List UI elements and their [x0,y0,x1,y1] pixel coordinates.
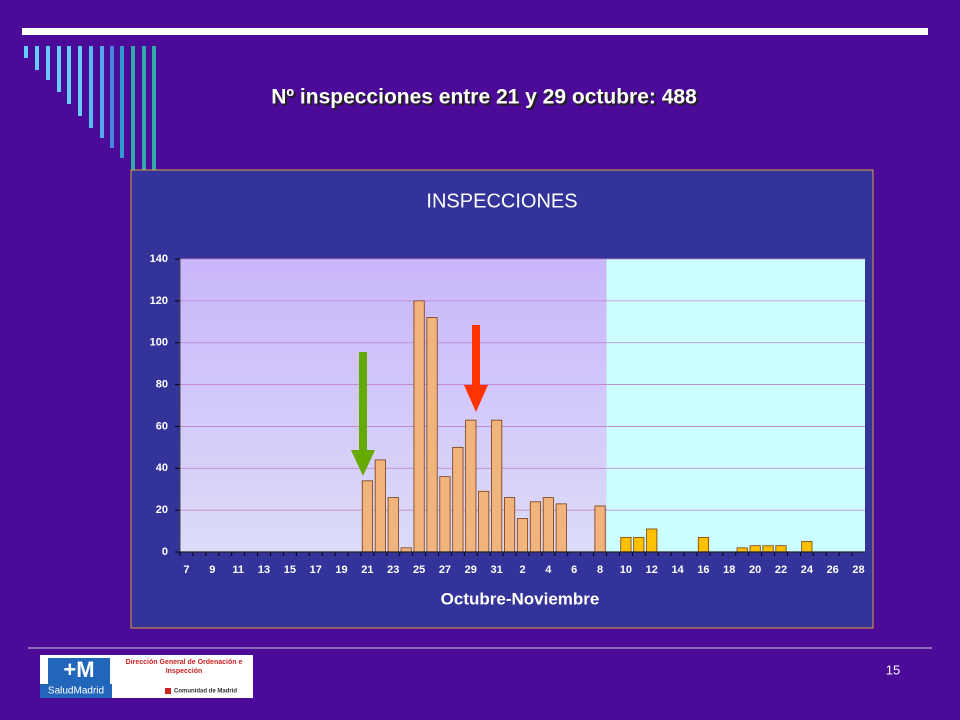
bar [633,536,645,553]
logo-brand: SaludMadrid [48,686,104,697]
bar [504,497,516,553]
x-tick-label: 20 [749,564,761,576]
bar [426,317,438,553]
y-tick-label: 20 [156,504,168,516]
bar [594,505,606,553]
x-tick-label: 26 [827,564,839,576]
x-axis-label: Octubre-Noviembre [441,589,600,608]
x-tick-label: 27 [439,564,451,576]
bar [736,547,748,553]
title-shadow: Nº inspecciones entre 21 y 29 octubre: 4… [273,88,699,111]
y-tick-label: 80 [156,378,168,390]
bar [529,501,541,553]
x-tick-label: 31 [491,564,503,576]
y-tick-label: 60 [156,420,168,432]
bar [400,547,412,553]
x-tick-label: 4 [545,564,552,576]
page-number: 15 [886,662,900,677]
bar [542,497,554,553]
arrows [351,325,488,476]
y-tick-label: 120 [150,295,168,307]
x-tick-label: 23 [387,564,399,576]
x-tick-label: 18 [723,564,735,576]
bar [361,480,373,553]
bar [413,300,425,553]
plot-background-right [606,259,865,552]
y-tick-label: 100 [150,337,168,349]
bar [452,446,464,553]
x-tick-label: 14 [671,564,684,576]
chart-title: INSPECCIONES [426,190,577,212]
x-tick-label: 25 [413,564,425,576]
bar [439,476,451,553]
x-tick-label: 11 [232,564,244,576]
bar [697,536,710,553]
bar [491,419,503,553]
bar [555,503,567,553]
logo-department: Dirección General de Ordenación e Inspec… [125,659,243,675]
x-tick-label: 22 [775,564,787,576]
x-tick-label: 28 [852,564,864,576]
logo: +M SaludMadrid Dirección General de Orde… [40,655,253,698]
bar [516,518,529,553]
bar [801,541,813,553]
x-tick-label: 15 [284,564,296,576]
bar [646,528,658,553]
x-tick-label: 24 [801,564,814,576]
bar [620,536,632,553]
y-tick-label: 140 [150,253,168,265]
bar [749,545,761,553]
x-tick-label: 7 [183,564,189,576]
x-tick-label: 12 [646,564,658,576]
bar [762,545,774,553]
plot: 0 20 40 60 80 100 120 140 7 9 11 13 15 17 19 21 23 25 27 29… [150,253,865,576]
x-tick-label: 8 [597,564,603,576]
x-tick-label: 19 [335,564,347,576]
bar [478,490,490,553]
x-tick-label: 29 [465,564,477,576]
x-tick-label: 9 [209,564,215,576]
x-tick-label: 13 [258,564,270,576]
decor-stripes [24,46,156,170]
x-tick-label: 16 [697,564,709,576]
bar [387,497,399,553]
x-tick-label: 21 [361,564,373,576]
y-tick-label: 40 [156,462,168,474]
bar [374,459,386,553]
x-tick-label: 17 [310,564,322,576]
bar [465,419,477,553]
top-bar [22,28,928,35]
slide-title: Nº inspecciones entre 21 y 29 octubre: 4… [271,86,697,109]
x-tick-label: 10 [620,564,632,576]
logo-region: Comunidad de Madrid [174,689,237,695]
x-tick-label: 2 [519,564,525,576]
y-tick-label: 0 [162,546,168,558]
bar [775,545,787,553]
x-tick-label: 6 [571,564,577,576]
svg-text:+M: +M [63,657,94,682]
